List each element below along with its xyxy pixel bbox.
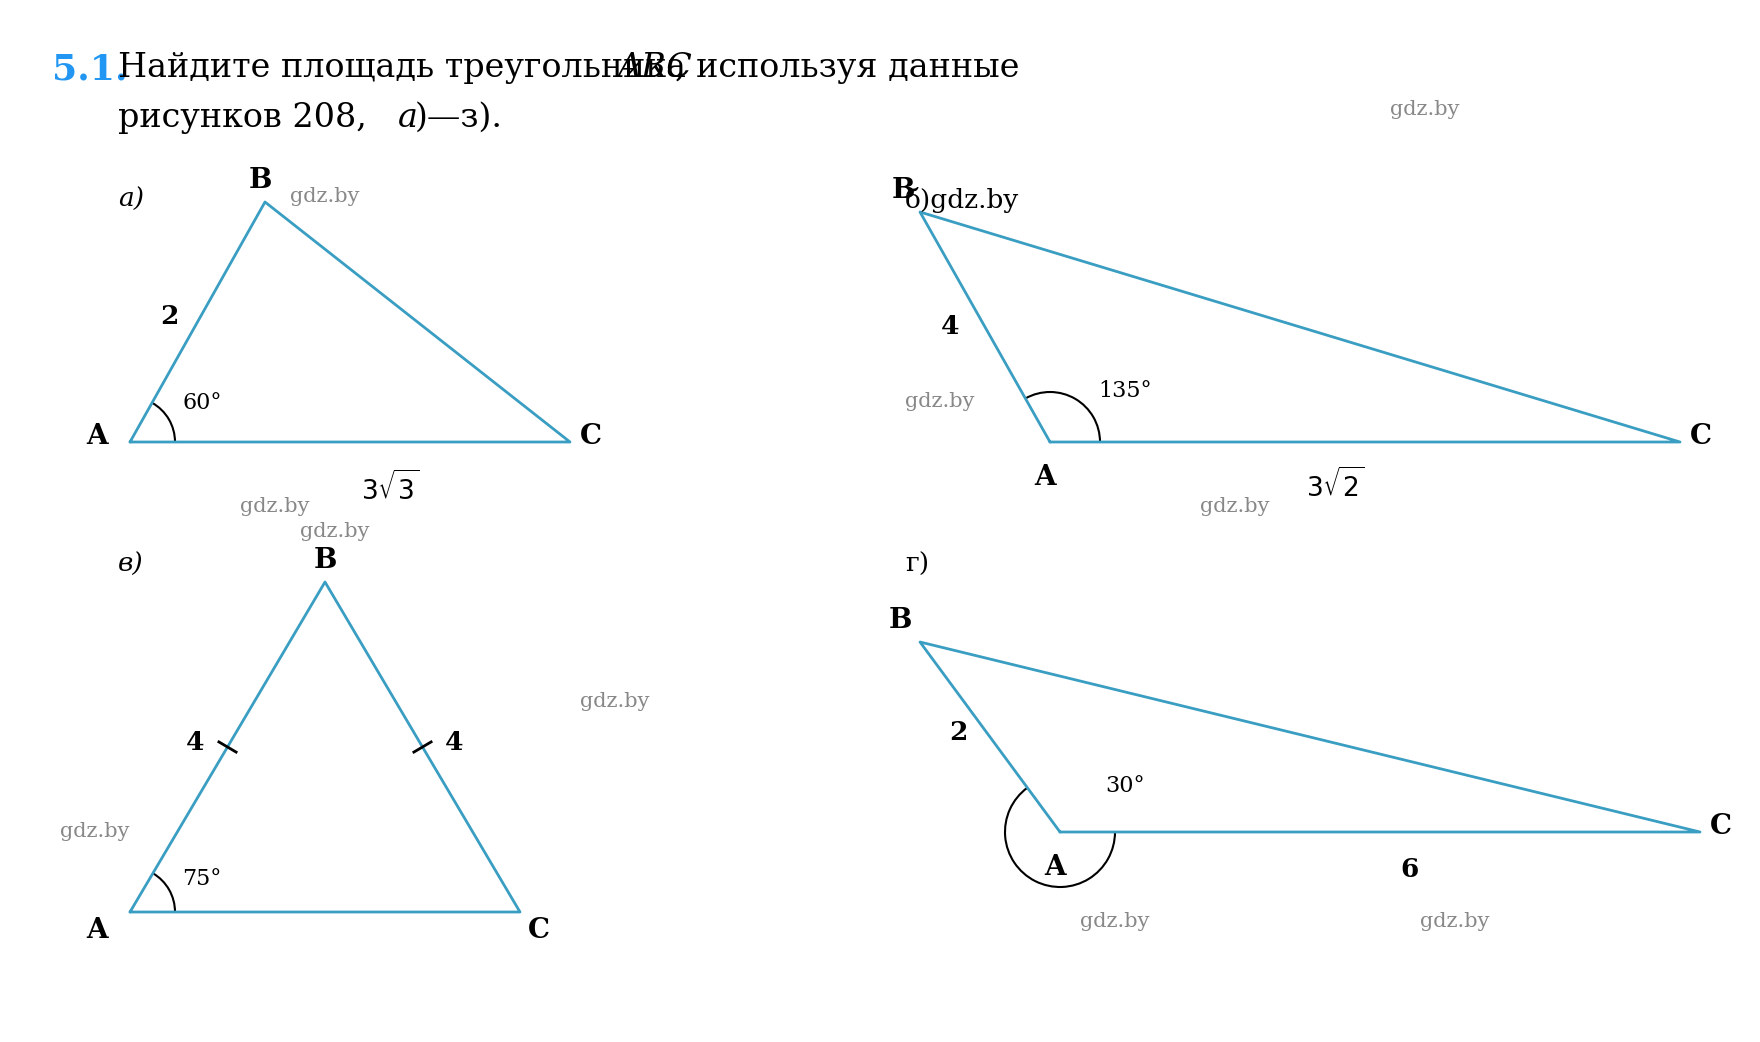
Text: A: A	[86, 917, 107, 944]
Text: $3\sqrt{2}$: $3\sqrt{2}$	[1306, 467, 1364, 501]
Text: B: B	[313, 547, 336, 574]
Text: г): г)	[905, 552, 929, 577]
Text: gdz.by: gdz.by	[1420, 912, 1489, 931]
Text: B: B	[248, 167, 271, 194]
Text: C: C	[528, 917, 549, 944]
Text: gdz.by: gdz.by	[1200, 497, 1269, 516]
Text: 4: 4	[445, 729, 463, 754]
Text: gdz.by: gdz.by	[1081, 912, 1149, 931]
Text: 6: 6	[1401, 857, 1419, 882]
Text: A: A	[1035, 464, 1056, 491]
Text: а): а)	[118, 187, 144, 212]
Text: 75°: 75°	[181, 868, 222, 890]
Text: Найдите площадь треугольника: Найдите площадь треугольника	[118, 52, 697, 84]
Text: gdz.by: gdz.by	[905, 392, 975, 411]
Text: gdz.by: gdz.by	[239, 497, 310, 516]
Text: 135°: 135°	[1098, 380, 1151, 402]
Text: C: C	[581, 423, 602, 450]
Text: 4: 4	[942, 315, 959, 340]
Text: gdz.by: gdz.by	[290, 187, 359, 206]
Text: A: A	[1044, 854, 1067, 880]
Text: gdz.by: gdz.by	[581, 692, 649, 711]
Text: 2: 2	[949, 719, 968, 744]
Text: 30°: 30°	[1105, 775, 1144, 797]
Text: 60°: 60°	[181, 392, 222, 414]
Text: )—з).: )—з).	[415, 102, 503, 134]
Text: рисунков 208,: рисунков 208,	[118, 102, 377, 134]
Text: B: B	[892, 177, 915, 204]
Text: gdz.by: gdz.by	[299, 522, 370, 541]
Text: B: B	[889, 607, 912, 634]
Text: gdz.by: gdz.by	[1390, 100, 1459, 119]
Text: б)gdz.by: б)gdz.by	[905, 187, 1019, 213]
Text: 2: 2	[160, 304, 180, 329]
Text: C: C	[1690, 423, 1712, 450]
Text: C: C	[1711, 814, 1732, 841]
Text: gdz.by: gdz.by	[60, 822, 130, 841]
Text: $3\sqrt{3}$: $3\sqrt{3}$	[361, 470, 419, 504]
Text: , используя данные: , используя данные	[676, 52, 1019, 84]
Text: 5.1.: 5.1.	[53, 52, 127, 86]
Text: ABC: ABC	[618, 52, 693, 84]
Text: в): в)	[118, 552, 144, 577]
Text: 4: 4	[187, 729, 204, 754]
Text: а: а	[398, 102, 417, 134]
Text: A: A	[86, 423, 107, 450]
